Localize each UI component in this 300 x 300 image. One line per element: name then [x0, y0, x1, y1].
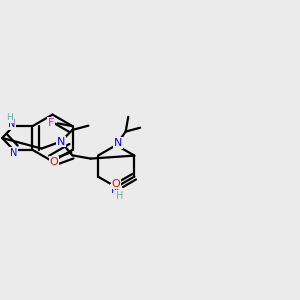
Text: N: N: [8, 119, 16, 129]
Text: O: O: [50, 157, 58, 167]
Text: H: H: [6, 113, 13, 122]
Text: H: H: [116, 191, 123, 201]
Text: N: N: [10, 148, 18, 158]
Text: N: N: [113, 138, 122, 148]
Text: N: N: [57, 136, 65, 147]
Text: O: O: [112, 178, 120, 188]
Text: F: F: [48, 118, 54, 128]
Text: N: N: [111, 184, 119, 194]
